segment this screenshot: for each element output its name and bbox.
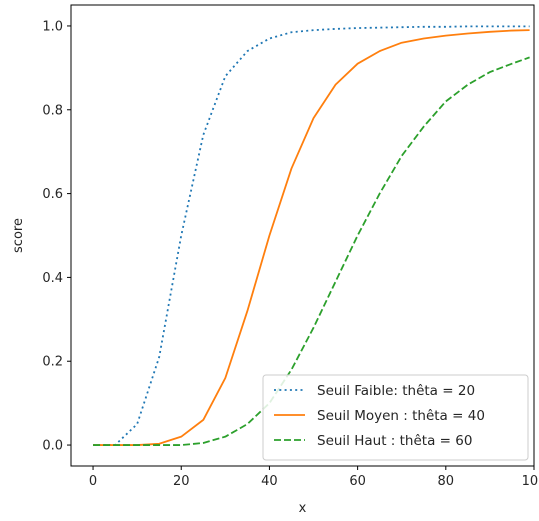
legend-label-3: Seuil Haut : thêta = 60 <box>317 433 472 449</box>
y-axis-label: score <box>11 218 26 253</box>
legend-box <box>262 374 529 461</box>
axes-frame <box>70 4 535 467</box>
y-tick-label: 1.0 <box>42 19 63 34</box>
y-tick-label: 0.4 <box>42 271 63 286</box>
x-tick-label: 100 <box>522 474 539 489</box>
x-tick-label: 0 <box>89 474 97 489</box>
series-line-2 <box>93 29 530 446</box>
legend: Seuil Faible: thêta = 20 Seuil Moyen : th… <box>262 374 529 461</box>
y-tick-label: 0.6 <box>42 187 63 202</box>
x-ticks: 0 20 40 60 80 100 <box>89 466 539 489</box>
x-tick-label: 20 <box>173 474 190 489</box>
series-line-1 <box>93 25 530 446</box>
series-line-3 <box>93 56 530 446</box>
y-tick-label: 0.8 <box>42 103 63 118</box>
x-axis-label: x <box>299 501 307 516</box>
y-ticks: 0.0 0.2 0.4 0.6 0.8 1.0 <box>42 19 71 454</box>
y-tick-label: 0.2 <box>42 355 63 370</box>
x-tick-label: 40 <box>261 474 278 489</box>
plot-area <box>93 25 530 446</box>
x-tick-label: 60 <box>349 474 366 489</box>
y-tick-label: 0.0 <box>42 439 63 454</box>
legend-label-1: Seuil Faible: thêta = 20 <box>317 383 475 399</box>
x-tick-label: 80 <box>438 474 455 489</box>
legend-label-2: Seuil Moyen : thêta = 40 <box>317 408 485 424</box>
